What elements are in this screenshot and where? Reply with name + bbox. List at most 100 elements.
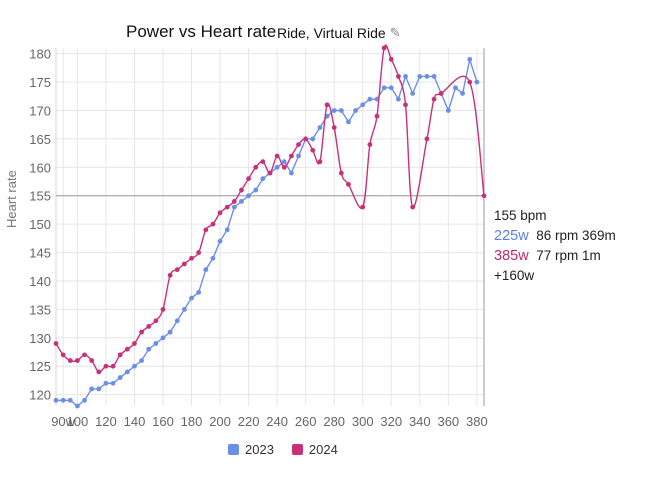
legend-item-2023[interactable]: 2023 bbox=[228, 442, 274, 457]
point-2023 bbox=[424, 74, 430, 79]
point-2023 bbox=[110, 380, 116, 386]
point-2024 bbox=[53, 341, 59, 346]
point-2024 bbox=[274, 153, 280, 159]
point-2024 bbox=[182, 261, 187, 267]
point-2023 bbox=[331, 108, 337, 113]
legend-swatch-2023 bbox=[228, 444, 239, 455]
point-2023 bbox=[431, 74, 437, 79]
legend-label-2023: 2023 bbox=[245, 442, 274, 457]
legend-label-2024: 2024 bbox=[308, 442, 338, 457]
point-2024 bbox=[438, 91, 444, 96]
point-2024 bbox=[260, 159, 266, 165]
point-2024 bbox=[117, 352, 123, 358]
readout-delta: +160w bbox=[494, 268, 535, 283]
point-2024 bbox=[246, 176, 252, 182]
x-tick-label: 320 bbox=[380, 414, 402, 429]
pencil-icon[interactable]: ✎ bbox=[389, 25, 401, 40]
point-2023 bbox=[388, 85, 394, 91]
point-2023 bbox=[246, 193, 252, 199]
point-2024 bbox=[303, 136, 309, 142]
point-2023 bbox=[60, 397, 66, 403]
legend: 2023 2024 bbox=[228, 442, 338, 457]
sport-filter[interactable]: Ride, Virtual Ride ✎ bbox=[277, 25, 401, 41]
x-tick-label: 140 bbox=[124, 414, 146, 429]
power-hr-chart[interactable]: 120 125 130 135 140 145 150 155 160 165 170 175 180 9… bbox=[0, 0, 646, 440]
point-2023 bbox=[260, 176, 266, 182]
point-2024 bbox=[310, 147, 316, 153]
point-2023 bbox=[460, 91, 465, 96]
point-2023 bbox=[67, 397, 73, 403]
point-2023 bbox=[174, 318, 180, 324]
point-2023 bbox=[231, 204, 237, 210]
point-2023 bbox=[224, 227, 230, 233]
point-2023 bbox=[381, 85, 387, 91]
y-tick-label: 170 bbox=[29, 104, 51, 119]
point-2023 bbox=[146, 346, 152, 352]
point-2023 bbox=[281, 159, 287, 165]
point-2024 bbox=[96, 369, 102, 375]
point-2023 bbox=[289, 170, 294, 176]
point-2024 bbox=[210, 221, 216, 227]
y-tick-label: 160 bbox=[29, 160, 51, 175]
point-2024 bbox=[374, 113, 380, 119]
point-2024 bbox=[331, 125, 337, 130]
point-2023 bbox=[167, 329, 173, 335]
readout-2023: 225w 86 rpm 369m bbox=[494, 226, 616, 246]
point-2024 bbox=[281, 164, 287, 170]
point-2024 bbox=[481, 193, 487, 199]
point-2024 bbox=[410, 204, 416, 210]
x-tick-label: 340 bbox=[409, 414, 431, 429]
x-tick-label: 280 bbox=[323, 414, 345, 429]
point-2023 bbox=[467, 56, 473, 62]
x-tick-label: 120 bbox=[95, 414, 117, 429]
point-2024 bbox=[174, 267, 180, 273]
legend-item-2024[interactable]: 2024 bbox=[291, 442, 338, 457]
point-2024 bbox=[189, 255, 194, 261]
point-2023 bbox=[196, 289, 202, 295]
readout-2024-watts: 385w bbox=[494, 248, 529, 264]
point-2024 bbox=[431, 96, 437, 102]
point-2023 bbox=[117, 375, 123, 380]
point-2023 bbox=[274, 164, 280, 170]
point-2023 bbox=[124, 369, 130, 375]
y-tick-label: 135 bbox=[29, 302, 51, 317]
point-2023 bbox=[53, 397, 59, 403]
point-2023 bbox=[296, 153, 301, 159]
point-2023 bbox=[453, 85, 458, 91]
x-tick-label: 240 bbox=[266, 414, 288, 429]
point-2024 bbox=[324, 102, 330, 108]
point-2024 bbox=[296, 142, 301, 148]
readout-2023-watts: 225w bbox=[494, 228, 529, 244]
y-tick-label: 145 bbox=[29, 246, 51, 261]
point-2023 bbox=[445, 108, 451, 113]
point-2024 bbox=[367, 142, 373, 148]
point-2024 bbox=[82, 352, 87, 358]
point-2023 bbox=[217, 238, 223, 244]
sport-filter-label: Ride, Virtual Ride bbox=[277, 25, 386, 41]
point-2023 bbox=[253, 187, 259, 193]
point-2023 bbox=[346, 119, 351, 125]
point-2024 bbox=[267, 170, 273, 176]
legend-swatch-2024 bbox=[291, 444, 303, 455]
point-2023 bbox=[338, 108, 344, 113]
point-2023 bbox=[132, 363, 137, 369]
point-2024 bbox=[346, 181, 351, 187]
x-tick-label: 180 bbox=[181, 414, 203, 429]
y-tick-label: 125 bbox=[29, 359, 51, 374]
readout-bpm: 155 bpm bbox=[494, 208, 547, 223]
point-2023 bbox=[75, 403, 80, 409]
x-tick-label: 100 bbox=[67, 414, 89, 429]
point-2023 bbox=[360, 102, 366, 108]
readout-2024: 385w 77 rpm 1m bbox=[494, 246, 616, 266]
x-tick-label: 160 bbox=[152, 414, 174, 429]
x-tick-label: 260 bbox=[295, 414, 317, 429]
point-2023 bbox=[410, 91, 416, 96]
point-2024 bbox=[196, 250, 202, 255]
y-tick-label: 140 bbox=[29, 274, 51, 289]
point-2024 bbox=[60, 352, 66, 358]
point-2024 bbox=[224, 204, 230, 210]
point-2024 bbox=[89, 358, 95, 363]
x-tick-label: 90w bbox=[51, 414, 75, 429]
y-tick-label: 175 bbox=[29, 75, 51, 90]
point-2024 bbox=[160, 306, 166, 312]
